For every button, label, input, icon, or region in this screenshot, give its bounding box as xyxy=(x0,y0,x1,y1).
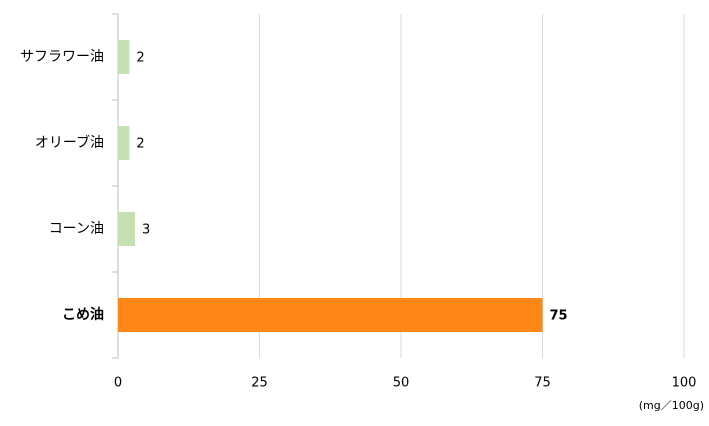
bar xyxy=(118,298,543,332)
bar xyxy=(118,126,130,160)
y-tick-label: こめ油 xyxy=(62,306,104,323)
y-tick-label: コーン油 xyxy=(49,221,104,237)
y-tick-label: サフラワー油 xyxy=(20,49,104,65)
bar xyxy=(118,40,130,74)
bar xyxy=(118,212,135,246)
data-label: 3 xyxy=(142,223,150,238)
x-tick-label: 0 xyxy=(114,376,122,391)
x-tick-label: 100 xyxy=(672,376,697,391)
x-tick-label: 50 xyxy=(393,376,410,391)
data-label: 75 xyxy=(550,309,568,324)
x-tick-label: 75 xyxy=(534,376,551,391)
x-tick-label: 25 xyxy=(251,376,268,391)
data-label: 2 xyxy=(136,51,144,66)
y-tick-label: オリーブ油 xyxy=(35,134,104,151)
data-label: 2 xyxy=(136,137,144,152)
unit-label: (mg／100g) xyxy=(639,399,704,412)
